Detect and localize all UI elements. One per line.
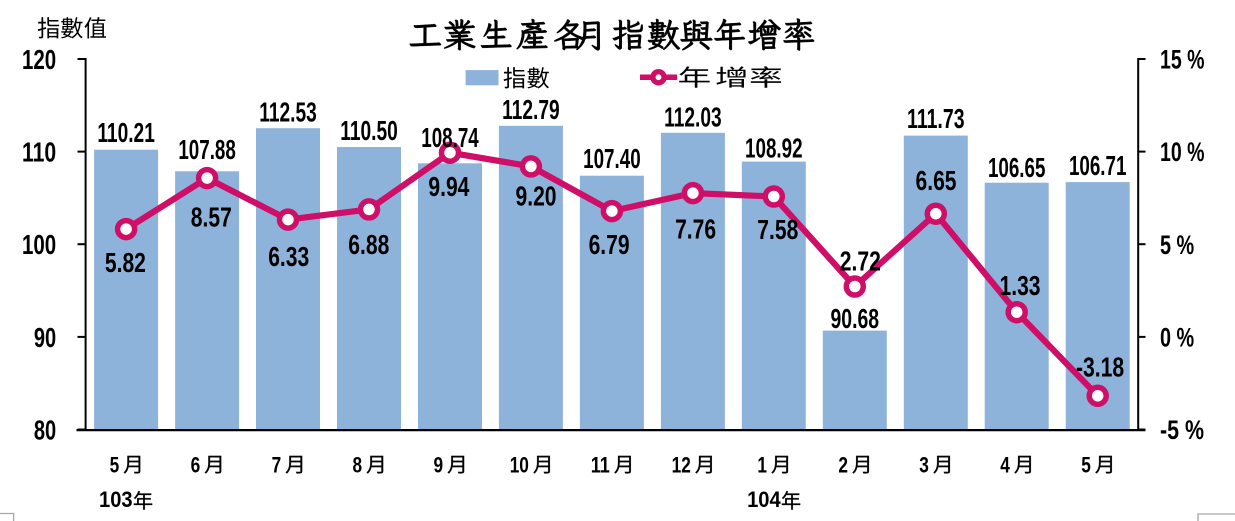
svg-text:10 %: 10 %	[1160, 137, 1205, 167]
svg-text:90: 90	[34, 322, 56, 353]
svg-text:108.74: 108.74	[421, 122, 479, 153]
svg-text:110: 110	[22, 137, 56, 168]
svg-text:103: 103	[99, 487, 133, 512]
svg-text:0 %: 0 %	[1160, 323, 1194, 353]
svg-text:7.58: 7.58	[757, 214, 798, 245]
svg-text:112.79: 112.79	[502, 94, 560, 125]
svg-text:7.76: 7.76	[675, 213, 716, 244]
svg-text:3: 3	[919, 453, 929, 478]
svg-text:9.94: 9.94	[428, 171, 469, 202]
svg-text:104: 104	[747, 487, 781, 512]
svg-text:15 %: 15 %	[1160, 45, 1205, 75]
svg-text:6.79: 6.79	[589, 229, 630, 260]
svg-text:6.65: 6.65	[916, 165, 957, 196]
svg-text:6.88: 6.88	[348, 229, 389, 260]
svg-text:5 %: 5 %	[1160, 230, 1194, 260]
svg-text:9: 9	[434, 453, 444, 478]
svg-text:-5 %: -5 %	[1160, 415, 1204, 445]
svg-text:2.72: 2.72	[840, 245, 881, 276]
svg-text:112.53: 112.53	[259, 97, 317, 128]
svg-text:7: 7	[272, 453, 282, 478]
svg-text:4: 4	[1000, 453, 1010, 478]
svg-text:90.68: 90.68	[831, 303, 880, 334]
svg-text:8: 8	[353, 453, 363, 478]
svg-text:1.33: 1.33	[1000, 270, 1041, 301]
svg-text:107.88: 107.88	[178, 134, 236, 165]
svg-text:5: 5	[110, 453, 120, 478]
svg-text:9.20: 9.20	[516, 180, 557, 211]
svg-text:107.40: 107.40	[583, 143, 641, 174]
svg-text:112.03: 112.03	[664, 102, 722, 133]
svg-text:2: 2	[838, 453, 848, 478]
svg-text:110.50: 110.50	[340, 115, 398, 146]
svg-text:110.21: 110.21	[97, 117, 155, 148]
svg-text:120: 120	[22, 44, 56, 75]
svg-text:5: 5	[1081, 453, 1091, 478]
svg-text:12: 12	[672, 453, 691, 478]
svg-text:111.73: 111.73	[907, 103, 965, 134]
svg-text:106.65: 106.65	[988, 152, 1046, 183]
svg-text:11: 11	[591, 453, 610, 478]
svg-text:5.82: 5.82	[105, 247, 146, 278]
svg-text:106.71: 106.71	[1069, 150, 1127, 181]
svg-text:108.92: 108.92	[745, 133, 803, 164]
svg-text:6.33: 6.33	[268, 241, 309, 272]
svg-text:8.57: 8.57	[191, 201, 232, 232]
svg-text:80: 80	[34, 414, 56, 445]
svg-text:1: 1	[757, 453, 767, 478]
svg-text:-3.18: -3.18	[1076, 352, 1124, 383]
svg-text:100: 100	[22, 229, 56, 260]
svg-text:10: 10	[510, 453, 529, 478]
svg-text:6: 6	[191, 453, 201, 478]
